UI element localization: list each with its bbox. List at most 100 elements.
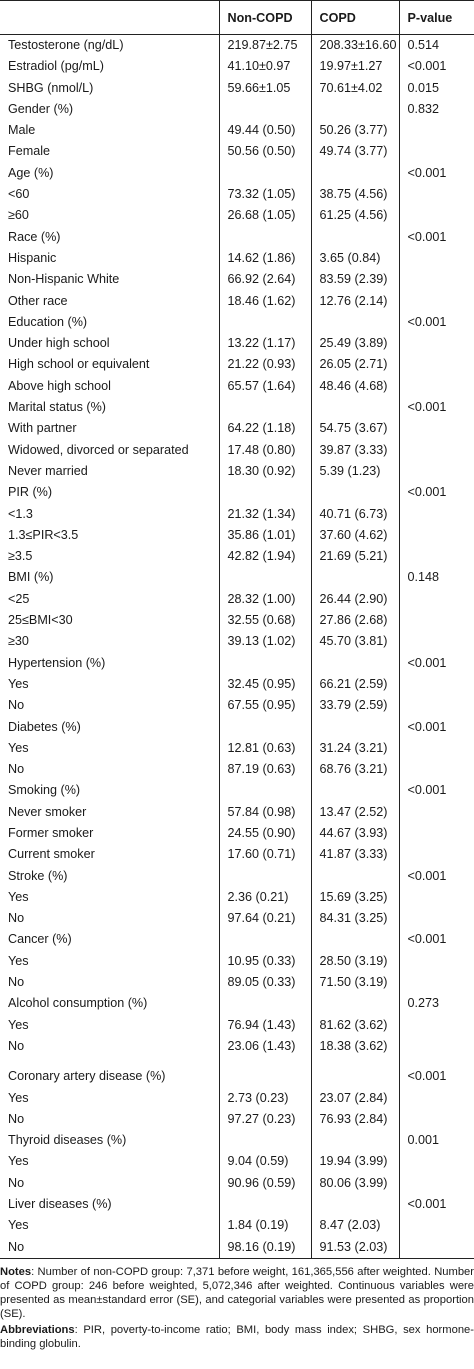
table-row: Yes 10.95 (0.33) 28.50 (3.19) (0, 950, 474, 973)
cell-non-copd: 21.32 (1.34) (218, 503, 311, 525)
table-row: SHBG (nmol/L) 59.66±1.05 70.61±4.02 0.015 (0, 77, 474, 99)
table-row: No 23.06 (1.43) 18.38 (3.62) (0, 1035, 474, 1058)
abbreviations-text: : PIR, poverty-to-income ratio; BMI, bod… (0, 1323, 474, 1350)
table-row: Yes 1.84 (0.19) 8.47 (2.03) (0, 1215, 474, 1237)
cell-p-value: 0.832 (398, 98, 474, 121)
row-label: Widowed, divorced or separated (8, 442, 189, 457)
cell-non-copd: 32.55 (0.68) (218, 610, 311, 632)
cell-non-copd: 57.84 (0.98) (218, 801, 311, 823)
cell-p-value (398, 1151, 474, 1173)
cell-non-copd: 73.32 (1.05) (218, 184, 311, 206)
cell-copd (310, 993, 399, 1015)
table-row: Widowed, divorced or separated 17.48 (0.8… (0, 439, 474, 461)
cell-copd: 41.87 (3.33) (310, 844, 399, 866)
cell-copd: 44.67 (3.93) (310, 822, 399, 845)
cell-non-copd (218, 98, 311, 121)
table-row: ≥60 26.68 (1.05) 61.25 (4.56) (0, 205, 474, 227)
cell-non-copd: 21.22 (0.93) (218, 354, 311, 376)
row-label: Education (%) (8, 314, 88, 329)
row-label: Yes (8, 889, 29, 904)
cell-non-copd: 18.30 (0.92) (218, 460, 311, 483)
cell-copd: 5.39 (1.23) (310, 460, 399, 483)
cell-p-value (398, 759, 474, 781)
row-label: Yes (8, 1218, 29, 1233)
table-row: Yes 12.81 (0.63) 31.24 (3.21) (0, 737, 474, 760)
row-label: Hispanic (8, 250, 57, 265)
cell-non-copd (218, 716, 311, 738)
row-label: Thyroid diseases (%) (8, 1133, 127, 1148)
cell-p-value (398, 418, 474, 440)
cell-p-value: 0.001 (398, 1130, 474, 1152)
row-label: Hypertension (%) (8, 655, 106, 670)
cell-p-value: <0.001 (398, 780, 474, 802)
cell-copd: 13.47 (2.52) (310, 801, 399, 823)
table-row: 1.3≤PIR<3.5 35.86 (1.01) 37.60 (4.62) (0, 524, 474, 547)
row-label: 25≤BMI<30 (8, 613, 73, 628)
table-row: Race (%) <0.001 (0, 226, 474, 248)
cell-p-value: <0.001 (398, 1194, 474, 1216)
cell-non-copd (218, 567, 311, 589)
cell-copd: 80.06 (3.99) (310, 1172, 399, 1195)
cell-p-value (398, 247, 474, 270)
cell-p-value (398, 1215, 474, 1237)
cell-p-value (398, 333, 474, 355)
row-label: Former smoker (8, 825, 94, 840)
row-label: No (8, 1239, 25, 1254)
baseline-characteristics-table: Non-COPD COPD P-value Testosterone (ng/d… (0, 0, 474, 1258)
table-row: Under high school 13.22 (1.17) 25.49 (3.89… (0, 333, 474, 355)
table-row: Never married 18.30 (0.92) 5.39 (1.23) (0, 460, 474, 483)
cell-p-value (398, 737, 474, 760)
cell-non-copd: 49.44 (0.50) (218, 120, 311, 142)
cell-copd: 70.61±4.02 (310, 77, 399, 99)
table-row: ≥3.5 42.82 (1.94) 21.69 (5.21) (0, 546, 474, 568)
row-label: Marital status (%) (8, 400, 106, 415)
cell-non-copd: 67.55 (0.95) (218, 695, 311, 717)
cell-non-copd: 97.27 (0.23) (218, 1108, 311, 1131)
table-row: Yes 32.45 (0.95) 66.21 (2.59) (0, 673, 474, 696)
cell-copd (310, 397, 399, 419)
row-label: No (8, 911, 25, 926)
cell-non-copd (218, 1066, 311, 1088)
table-row: No 97.27 (0.23) 76.93 (2.84) (0, 1108, 474, 1131)
row-label: <25 (8, 591, 30, 606)
cell-copd: 38.75 (4.56) (310, 184, 399, 206)
cell-p-value (398, 1035, 474, 1058)
cell-copd: 91.53 (2.03) (310, 1236, 399, 1258)
cell-p-value (398, 205, 474, 227)
bottom-rule (0, 1257, 474, 1259)
cell-p-value: <0.001 (398, 929, 474, 951)
cell-non-copd (218, 1130, 311, 1152)
cell-non-copd: 98.16 (0.19) (218, 1236, 311, 1258)
table-row: No 67.55 (0.95) 33.79 (2.59) (0, 695, 474, 717)
cell-non-copd (218, 226, 311, 248)
cell-p-value (398, 524, 474, 547)
cell-non-copd: 17.60 (0.71) (218, 844, 311, 866)
cell-non-copd: 65.57 (1.64) (218, 375, 311, 398)
cell-p-value (398, 1014, 474, 1036)
row-label: Yes (8, 1090, 29, 1105)
table-row: Male 49.44 (0.50) 50.26 (3.77) (0, 120, 474, 142)
row-label: Liver diseases (%) (8, 1197, 112, 1212)
row-label: Never married (8, 463, 88, 478)
cell-non-copd: 41.10±0.97 (218, 56, 311, 78)
cell-p-value (398, 460, 474, 483)
table-row: Thyroid diseases (%) 0.001 (0, 1130, 474, 1152)
cell-non-copd: 66.92 (2.64) (218, 269, 311, 291)
cell-non-copd (218, 993, 311, 1015)
row-label: <1.3 (8, 506, 33, 521)
table-row: Cancer (%) <0.001 (0, 929, 474, 951)
table-row: Other race 18.46 (1.62) 12.76 (2.14) (0, 290, 474, 312)
cell-copd: 84.31 (3.25) (310, 908, 399, 930)
cell-p-value (398, 354, 474, 376)
table-notes: Notes: Number of non-COPD group: 7,371 b… (0, 1259, 474, 1351)
cell-non-copd (218, 397, 311, 419)
row-label: Diabetes (%) (8, 719, 81, 734)
table-row: Age (%) <0.001 (0, 162, 474, 185)
cell-p-value (398, 1108, 474, 1131)
table-row: Current smoker 17.60 (0.71) 41.87 (3.33) (0, 844, 474, 866)
row-label: ≥3.5 (8, 549, 33, 564)
cell-non-copd: 23.06 (1.43) (218, 1035, 311, 1058)
cell-non-copd: 76.94 (1.43) (218, 1014, 311, 1036)
cell-p-value: 0.273 (398, 993, 474, 1015)
row-label: Above high school (8, 378, 111, 393)
